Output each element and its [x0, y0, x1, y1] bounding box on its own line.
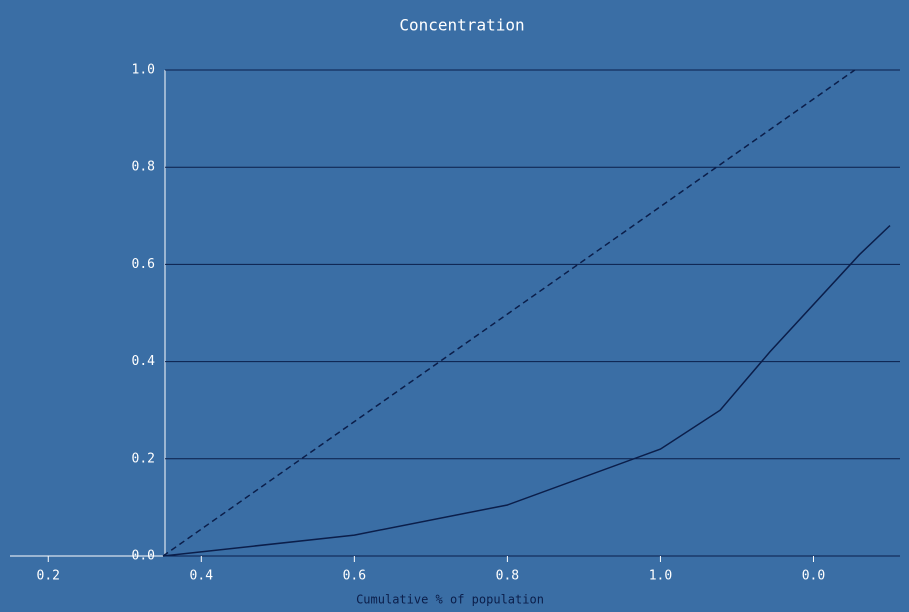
y-tick-label: 0.0 — [132, 549, 155, 564]
y-tick-label: 0.6 — [132, 257, 155, 272]
x-tick-label: 0.0 — [802, 569, 825, 584]
x-tick-label: 0.6 — [343, 569, 366, 584]
x-tick-label: 0.4 — [190, 569, 214, 584]
series-line — [162, 69, 856, 557]
x-tick-label: 0.2 — [37, 569, 60, 584]
x-tick-label: 1.0 — [649, 569, 672, 584]
y-tick-label: 0.8 — [132, 160, 155, 175]
chart-title: Concentration — [399, 16, 524, 35]
series-line — [162, 224, 891, 557]
y-tick-label: 0.2 — [132, 451, 155, 466]
x-axis-label: Cumulative % of population — [356, 593, 544, 607]
y-tick-label: 0.4 — [132, 354, 156, 369]
y-tick-label: 1.0 — [132, 63, 155, 78]
x-tick-label: 0.8 — [496, 569, 519, 584]
